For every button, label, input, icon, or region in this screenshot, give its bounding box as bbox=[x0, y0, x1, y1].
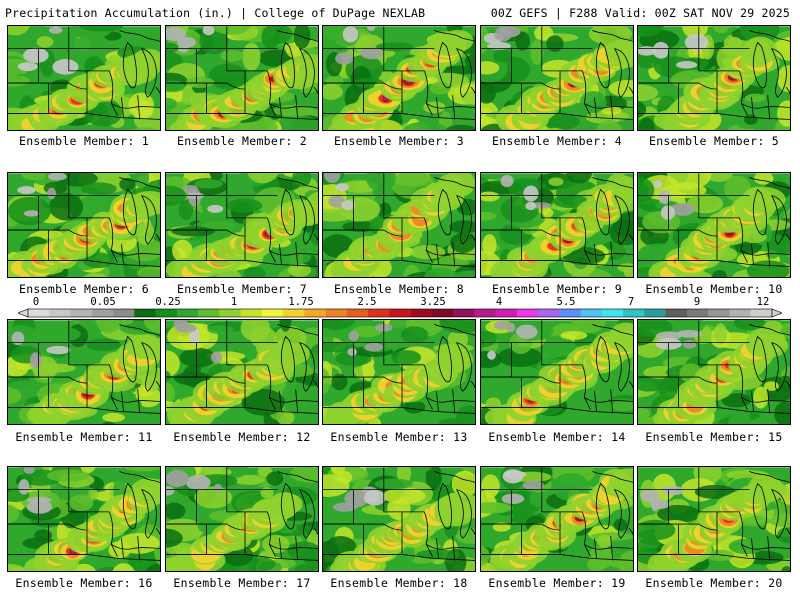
colorbar-swatch bbox=[708, 309, 730, 317]
ensemble-member-label: Ensemble Member: 5 bbox=[648, 134, 780, 148]
colorbar-swatch bbox=[240, 309, 263, 317]
colorbar-tick-label: 1.75 bbox=[288, 296, 314, 308]
ensemble-member-label: Ensemble Member: 7 bbox=[176, 282, 308, 296]
ensemble-map-panel bbox=[637, 466, 791, 572]
ensemble-map-panel bbox=[165, 172, 319, 278]
colorbar-swatch bbox=[686, 309, 709, 317]
colorbar-swatch bbox=[283, 309, 305, 317]
colorbar-tick-label: 12 bbox=[756, 296, 770, 308]
ensemble-member-label: Ensemble Member: 14 bbox=[488, 430, 626, 444]
ensemble-member-label: Ensemble Member: 6 bbox=[18, 282, 150, 296]
colorbar-tick-label: 0 bbox=[32, 296, 40, 308]
ensemble-member-label: Ensemble Member: 15 bbox=[645, 430, 783, 444]
colorbar-swatch bbox=[580, 309, 603, 317]
ensemble-map-panel bbox=[7, 319, 161, 425]
colorbar-swatch bbox=[750, 309, 773, 317]
ensemble-member-label: Ensemble Member: 19 bbox=[488, 576, 626, 590]
ensemble-map-panel bbox=[7, 466, 161, 572]
colorbar-tick-label: 1 bbox=[230, 296, 238, 308]
colorbar-tick-label: 0.25 bbox=[155, 296, 181, 308]
colorbar-swatch bbox=[91, 309, 114, 317]
colorbar-swatch bbox=[304, 309, 326, 317]
ensemble-map-panel bbox=[637, 172, 791, 278]
colorbar-swatch bbox=[219, 309, 241, 317]
ensemble-map-panel bbox=[322, 25, 476, 131]
ensemble-map-panel bbox=[637, 25, 791, 131]
ensemble-member-label: Ensemble Member: 3 bbox=[333, 134, 465, 148]
ensemble-member-label: Ensemble Member: 10 bbox=[645, 282, 783, 296]
ensemble-map-panel bbox=[165, 319, 319, 425]
colorbar-swatch bbox=[198, 309, 220, 317]
ensemble-map-panel bbox=[480, 466, 634, 572]
ensemble-member-label: Ensemble Member: 13 bbox=[330, 430, 468, 444]
ensemble-member-label: Ensemble Member: 17 bbox=[173, 576, 311, 590]
colorbar-swatch bbox=[623, 309, 645, 317]
colorbar-tick-label: 7 bbox=[627, 296, 635, 308]
colorbar-tick-label: 3.25 bbox=[420, 296, 446, 308]
ensemble-member-label: Ensemble Member: 4 bbox=[491, 134, 623, 148]
ensemble-member-label: Ensemble Member: 1 bbox=[18, 134, 150, 148]
colorbar-bar bbox=[18, 308, 782, 318]
ensemble-map-panel bbox=[7, 25, 161, 131]
colorbar-swatch bbox=[113, 309, 135, 317]
colorbar-swatch bbox=[134, 309, 156, 317]
colorbar-swatch bbox=[601, 309, 624, 317]
ensemble-map-panel bbox=[165, 466, 319, 572]
colorbar-swatch bbox=[325, 309, 348, 317]
ensemble-member-label: Ensemble Member: 18 bbox=[330, 576, 468, 590]
colorbar-tick-label: 9 bbox=[693, 296, 701, 308]
colorbar-swatch bbox=[729, 309, 752, 317]
colorbar-swatch bbox=[538, 309, 560, 317]
ensemble-member-label: Ensemble Member: 9 bbox=[491, 282, 623, 296]
colorbar-swatch bbox=[261, 309, 284, 317]
colorbar-tick-label: 2.5 bbox=[357, 296, 377, 308]
ensemble-map-panel bbox=[322, 466, 476, 572]
ensemble-map-panel bbox=[165, 25, 319, 131]
ensemble-map-panel bbox=[322, 319, 476, 425]
ensemble-member-label: Ensemble Member: 20 bbox=[645, 576, 783, 590]
colorbar-swatch bbox=[665, 309, 688, 317]
colorbar-swatch bbox=[453, 309, 475, 317]
colorbar-swatch bbox=[49, 309, 71, 317]
ensemble-map-panel bbox=[480, 25, 634, 131]
header: Precipitation Accumulation (in.) | Colle… bbox=[0, 0, 800, 22]
colorbar-swatch bbox=[389, 309, 411, 317]
colorbar-swatch bbox=[155, 309, 178, 317]
ensemble-map-panel bbox=[480, 172, 634, 278]
colorbar-swatch bbox=[495, 309, 518, 317]
title-right: 00Z GEFS | F288 Valid: 00Z SAT NOV 29 20… bbox=[490, 6, 790, 20]
ensemble-member-label: Ensemble Member: 12 bbox=[173, 430, 311, 444]
colorbar-tick-label: 4 bbox=[495, 296, 503, 308]
colorbar-swatch bbox=[70, 309, 93, 317]
colorbar-swatch bbox=[28, 309, 50, 317]
colorbar-swatch bbox=[559, 309, 581, 317]
colorbar-tick-label: 5.5 bbox=[556, 296, 576, 308]
colorbar-swatch bbox=[368, 309, 390, 317]
ensemble-member-label: Ensemble Member: 8 bbox=[333, 282, 465, 296]
ensemble-map-panel bbox=[637, 319, 791, 425]
ensemble-member-label: Ensemble Member: 11 bbox=[15, 430, 153, 444]
colorbar-swatch bbox=[474, 309, 496, 317]
colorbar-swatch bbox=[644, 309, 667, 317]
ensemble-member-label: Ensemble Member: 2 bbox=[176, 134, 308, 148]
ensemble-member-label: Ensemble Member: 16 bbox=[15, 576, 153, 590]
colorbar-swatch bbox=[431, 309, 454, 317]
colorbar-swatch bbox=[346, 309, 369, 317]
colorbar: 0 0.05 0.25 1 1.75 2.5 3.25 4 5.5 7 9 12 bbox=[0, 296, 800, 320]
ensemble-map-panel bbox=[480, 319, 634, 425]
ensemble-map-panel bbox=[322, 172, 476, 278]
colorbar-swatch bbox=[516, 309, 539, 317]
title-left: Precipitation Accumulation (in.) | Colle… bbox=[5, 6, 426, 20]
colorbar-tick-label: 0.05 bbox=[90, 296, 116, 308]
colorbar-swatch bbox=[410, 309, 433, 317]
ensemble-map-panel bbox=[7, 172, 161, 278]
colorbar-swatch bbox=[176, 309, 199, 317]
